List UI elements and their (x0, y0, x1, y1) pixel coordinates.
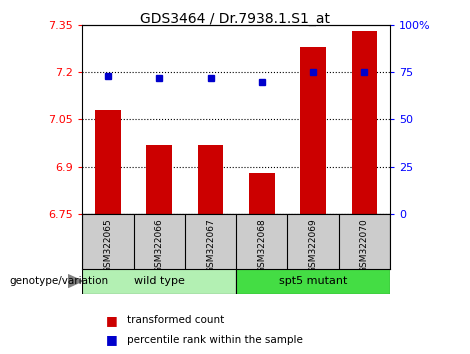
Text: wild type: wild type (134, 276, 185, 286)
Text: GSM322067: GSM322067 (206, 218, 215, 273)
Text: transformed count: transformed count (127, 315, 224, 325)
Bar (300, 47, 326, 214)
Text: GSM322070: GSM322070 (360, 218, 369, 273)
Bar (198, 145, 223, 214)
Polygon shape (68, 275, 82, 287)
Text: ■: ■ (106, 314, 118, 327)
Bar (236, 269, 390, 294)
Text: GSM322065: GSM322065 (103, 218, 112, 273)
Text: GSM322068: GSM322068 (258, 218, 266, 273)
Bar (95, 110, 121, 214)
Text: ■: ■ (106, 333, 118, 346)
Bar (249, 173, 274, 214)
Text: spt5 mutant: spt5 mutant (279, 276, 347, 286)
Text: percentile rank within the sample: percentile rank within the sample (127, 335, 303, 345)
Text: GSM322069: GSM322069 (309, 218, 318, 273)
Text: genotype/variation: genotype/variation (9, 276, 109, 286)
Text: GDS3464 / Dr.7938.1.S1_at: GDS3464 / Dr.7938.1.S1_at (140, 12, 330, 27)
Bar (82, 269, 236, 294)
Text: GSM322066: GSM322066 (155, 218, 164, 273)
Bar (352, 31, 377, 214)
Bar (146, 145, 172, 214)
